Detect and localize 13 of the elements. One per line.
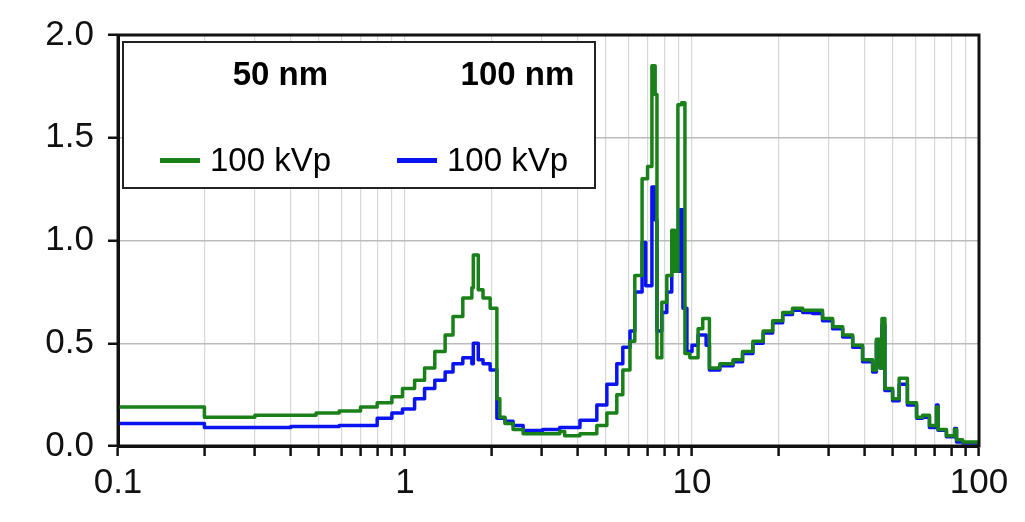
legend-label: 100 kVp: [210, 141, 332, 179]
y-tick-label: 1.0: [45, 218, 94, 258]
y-tick-label: 0.5: [45, 320, 94, 360]
x-tick-label: 0.1: [93, 460, 143, 500]
x-tick-label: 10: [672, 460, 712, 500]
y-tick-label: 2.0: [45, 12, 94, 52]
x-tick-label: 100: [949, 460, 1009, 500]
annotation: 50 nm: [232, 55, 329, 93]
y-tick-label: 1.5: [45, 115, 94, 155]
annotation: 100 nm: [460, 55, 575, 93]
x-tick-label: 1: [395, 460, 415, 500]
y-tick-label: 0.0: [45, 423, 94, 463]
legend-label: 100 kVp: [447, 141, 569, 179]
